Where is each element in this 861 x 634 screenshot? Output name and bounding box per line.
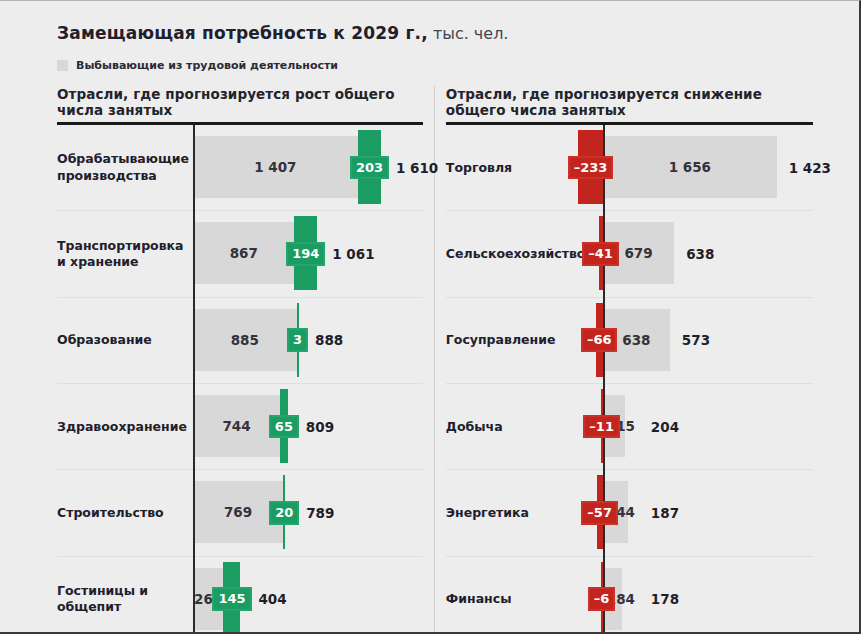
delta-badge: 194: [288, 244, 323, 264]
row-label: Госуправление: [446, 298, 591, 383]
chart-panels: Отрасли, где прогнозируется рост общего …: [57, 86, 813, 634]
row-label: Финансы: [446, 557, 591, 634]
delta-badge: 65: [271, 417, 297, 437]
total-value: 204: [651, 419, 679, 435]
base-value: 1 407: [254, 159, 296, 175]
row-label: Гостиницы и общепит: [57, 557, 181, 634]
base-bar: 1 407: [193, 136, 358, 198]
chart-row: Торговля–2331 4231 656: [446, 125, 813, 211]
delta-badge: –57: [583, 503, 616, 523]
delta-badge: 203: [352, 158, 387, 178]
delta-badge: 20: [271, 503, 297, 523]
page-title-units: тыс. чел.: [433, 24, 509, 43]
delta-badge: –233: [570, 158, 612, 178]
base-value: 1 656: [669, 159, 711, 175]
row-label: Добыча: [446, 384, 591, 469]
total-value: 809: [306, 419, 334, 435]
base-value: 867: [230, 245, 258, 261]
legend-swatch-gray: [57, 60, 68, 71]
chart-row: Здравоохранение 744 65 809: [57, 384, 423, 470]
chart-row: Добыча–11204215: [446, 384, 813, 470]
delta-badge: –11: [585, 417, 618, 437]
base-value: 744: [222, 418, 250, 434]
panel-decline: Отрасли, где прогнозируется снижение общ…: [446, 86, 813, 634]
legend-label: Выбывающие из трудовой деятельности: [76, 59, 338, 72]
chart-row: Гостиницы и общепит260145404: [57, 557, 423, 634]
chart-row: Сельскоехозяйство–41 638 679: [446, 211, 813, 297]
chart-row: Строительство 769 20 789: [57, 470, 423, 556]
base-value: 769: [224, 504, 252, 520]
row-label: Энергетика: [446, 470, 591, 555]
chart-row: Госуправление–66 573 638: [446, 298, 813, 384]
panel-growth: Отрасли, где прогнозируется рост общего …: [57, 86, 423, 634]
row-label: Сельскоехозяйство: [446, 211, 591, 296]
base-bar: 744: [193, 395, 280, 457]
page-title: Замещающая потребность к 2029 г., тыс. ч…: [0, 1, 859, 43]
base-value: 885: [231, 332, 259, 348]
panel-decline-title: Отрасли, где прогнозируется снижение общ…: [446, 86, 813, 119]
row-label: Строительство: [57, 470, 181, 555]
chart-row: Финансы–6178184: [446, 557, 813, 634]
chart-row: Образование 885 3 888: [57, 298, 423, 384]
panel-growth-title: Отрасли, где прогнозируется рост общего …: [57, 86, 423, 119]
total-value: 638: [686, 246, 714, 262]
chart-row: Транспортировка и хранение 867 194 1 061: [57, 211, 423, 297]
row-label: Транспортировка и хранение: [57, 211, 181, 296]
axis-line: [193, 125, 195, 634]
base-bar: 885: [193, 309, 297, 371]
base-value-box: 1 656: [603, 136, 777, 198]
total-value: 404: [258, 591, 286, 607]
total-value: 1 423: [789, 160, 831, 176]
total-value: 178: [651, 591, 679, 607]
delta-badge: 145: [214, 589, 249, 609]
base-bar: 867: [193, 222, 294, 284]
base-value: 679: [624, 245, 652, 261]
legend: Выбывающие из трудовой деятельности: [0, 43, 859, 72]
row-label: Здравоохранение: [57, 384, 181, 469]
total-value: 789: [306, 505, 334, 521]
total-value: 573: [682, 332, 710, 348]
panel-decline-rows: Торговля–2331 4231 656Сельскоехозяйство–…: [446, 125, 813, 634]
page-title-text: Замещающая потребность к 2029 г.,: [57, 23, 428, 43]
chart-row: Обрабатывающие производства1 4072031 610: [57, 125, 423, 211]
total-value: 1 061: [332, 246, 374, 262]
total-value: 187: [651, 505, 679, 521]
total-value: 888: [315, 332, 343, 348]
delta-badge: –41: [584, 244, 617, 264]
row-label: Образование: [57, 298, 181, 383]
axis-line: [603, 125, 605, 634]
delta-badge: –6: [590, 589, 614, 609]
delta-badge: 3: [289, 330, 306, 350]
base-value: 638: [622, 332, 650, 348]
panel-growth-rows: Обрабатывающие производства1 4072031 610…: [57, 125, 423, 634]
chart-row: Энергетика–57187244: [446, 470, 813, 556]
total-value: 1 610: [396, 160, 438, 176]
delta-badge: –66: [583, 330, 616, 350]
base-bar: 769: [193, 481, 283, 543]
row-label: Обрабатывающие производства: [57, 125, 181, 210]
